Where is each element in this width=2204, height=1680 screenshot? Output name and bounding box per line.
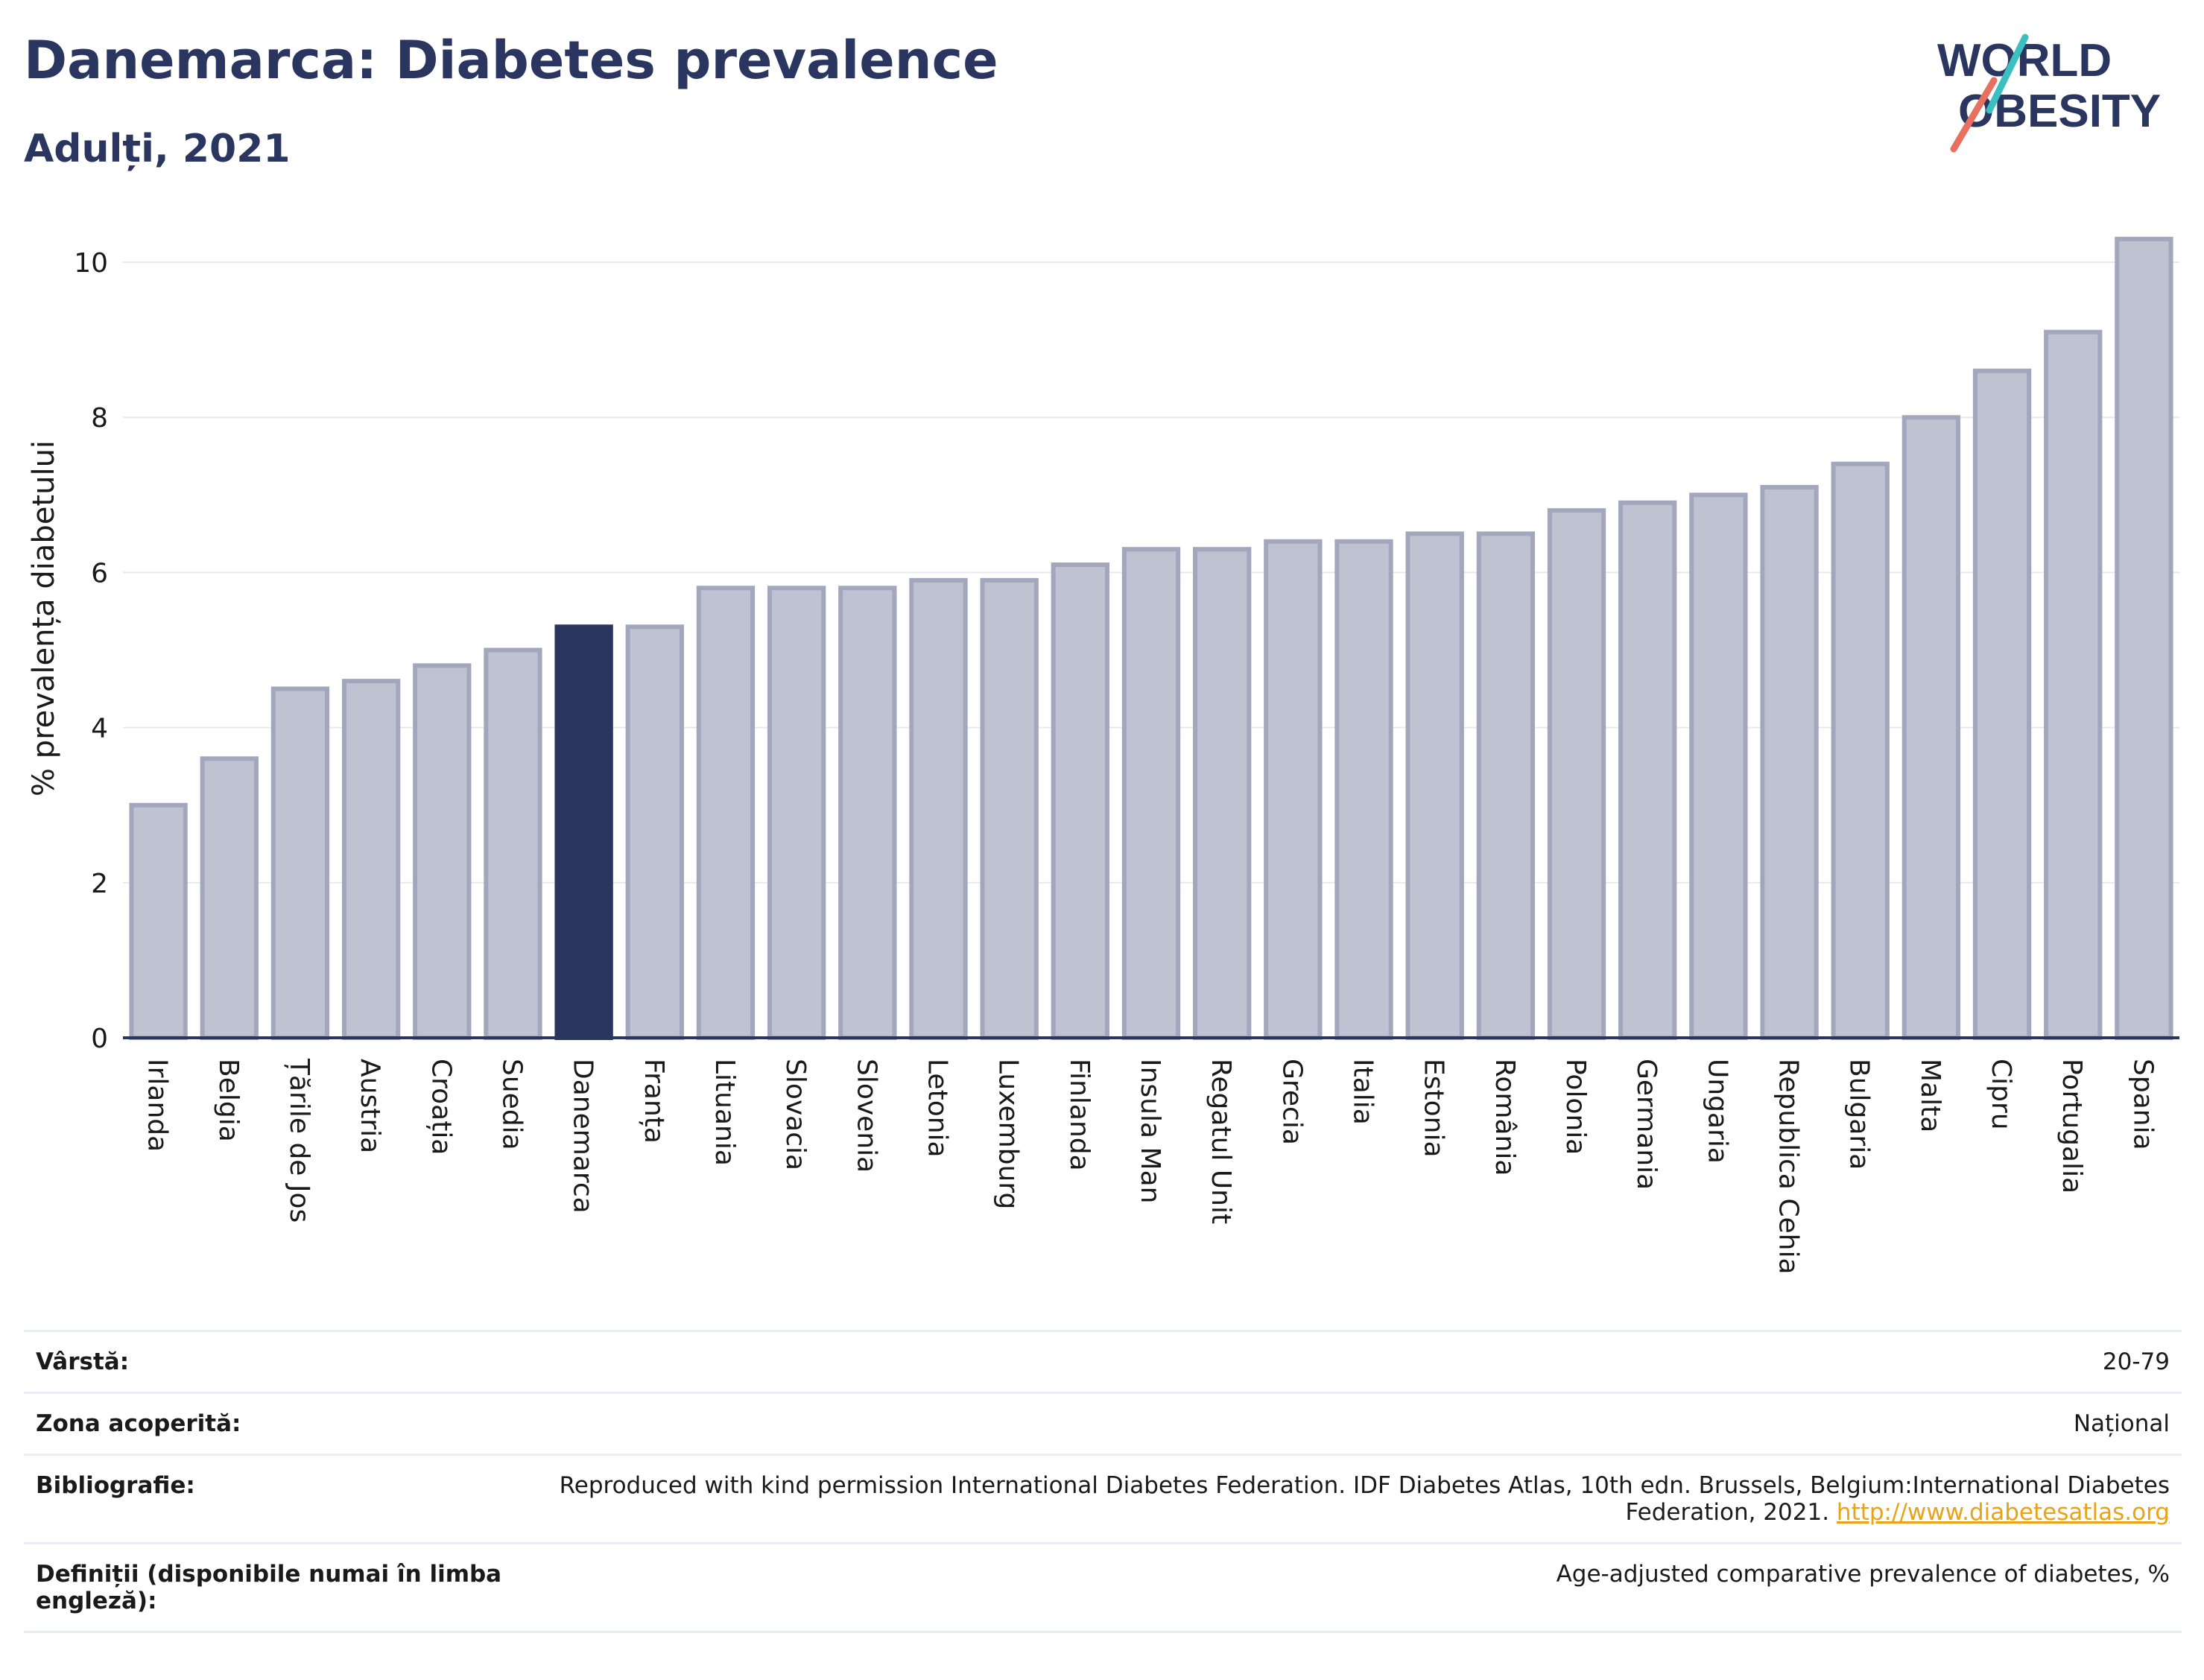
bar-irlanda[interactable] bbox=[129, 802, 188, 1040]
x-category-label: Irlanda bbox=[142, 1059, 173, 1152]
bar-polonia[interactable] bbox=[1547, 508, 1606, 1040]
bar-republica-cehia[interactable] bbox=[1760, 484, 1819, 1040]
bar-suedia[interactable] bbox=[484, 647, 542, 1040]
x-category-label: Regatul Unit bbox=[1206, 1059, 1236, 1224]
x-category-label: Portugalia bbox=[2056, 1059, 2087, 1194]
bar-portugalia[interactable] bbox=[2044, 329, 2103, 1040]
bar-germania[interactable] bbox=[1618, 500, 1677, 1040]
y-tick-label: 6 bbox=[91, 558, 108, 589]
x-category-label: Luxemburg bbox=[993, 1059, 1024, 1209]
x-category-label: Cipru bbox=[1986, 1059, 2016, 1130]
x-category-label: Malta bbox=[1915, 1059, 1945, 1132]
metadata-value: 20-79 bbox=[525, 1330, 2182, 1393]
x-category-label: Finlanda bbox=[1064, 1059, 1095, 1171]
bar-belgia[interactable] bbox=[200, 756, 259, 1040]
axes: 0 2 4 6 8 10 bbox=[74, 248, 2179, 1054]
bar-croa-ia[interactable] bbox=[413, 663, 472, 1040]
x-category-label: Franța bbox=[639, 1059, 669, 1144]
x-category-label: Polonia bbox=[1560, 1059, 1591, 1155]
logo-slash-coral bbox=[1950, 77, 1998, 153]
metadata-key: Zona acoperită: bbox=[24, 1392, 525, 1455]
metadata-key: Bibliografie: bbox=[24, 1454, 525, 1544]
x-category-label: Suedia bbox=[496, 1059, 527, 1150]
x-category-label: Austria bbox=[355, 1059, 385, 1153]
metadata-row: Vârstă: 20-79 bbox=[24, 1330, 2182, 1393]
x-category-label: Italia bbox=[1348, 1059, 1378, 1125]
bar-malta[interactable] bbox=[1901, 415, 1961, 1040]
bar-letonia[interactable] bbox=[909, 577, 968, 1040]
x-category-label: Republica Cehia bbox=[1773, 1059, 1804, 1275]
x-category-label: Letonia bbox=[922, 1059, 952, 1158]
metadata-key: Definiții (disponibile numai în limba en… bbox=[24, 1542, 525, 1633]
bar-rom-nia[interactable] bbox=[1476, 531, 1536, 1040]
x-category-label: Belgia bbox=[213, 1059, 244, 1142]
metadata-row: Definiții (disponibile numai în limba en… bbox=[24, 1542, 2182, 1633]
bar-finlanda[interactable] bbox=[1051, 562, 1109, 1040]
y-tick-label: 10 bbox=[74, 248, 108, 279]
bar-slovenia[interactable] bbox=[838, 586, 897, 1040]
x-category-label: Estonia bbox=[1419, 1059, 1449, 1158]
x-category-label: Grecia bbox=[1276, 1059, 1307, 1145]
x-category-label: Lituania bbox=[709, 1059, 740, 1166]
metadata-row: Zona acoperită: Național bbox=[24, 1392, 2182, 1455]
bar-luxemburg[interactable] bbox=[980, 577, 1039, 1040]
y-axis-title: % prevalența diabetului bbox=[27, 440, 61, 796]
bar-insula-man[interactable] bbox=[1121, 547, 1181, 1040]
bar-grecia[interactable] bbox=[1264, 539, 1323, 1040]
metadata-table: Vârstă: 20-79 Zona acoperită: Național Bibli… bbox=[24, 1330, 2182, 1633]
bar-estonia[interactable] bbox=[1405, 531, 1464, 1040]
bars bbox=[129, 236, 2173, 1041]
x-category-label: Danemarca bbox=[568, 1059, 598, 1214]
x-category-label: Germania bbox=[1631, 1059, 1662, 1190]
y-tick-label: 0 bbox=[91, 1024, 108, 1054]
bar--rile-de-jos[interactable] bbox=[270, 686, 330, 1040]
x-category-label: România bbox=[1489, 1059, 1520, 1176]
world-obesity-logo: WORLD OBESITY bbox=[1937, 34, 2161, 153]
x-category-label: Slovacia bbox=[780, 1059, 811, 1170]
page-subtitle: Adulți, 2021 bbox=[24, 127, 291, 171]
bar-bulgaria[interactable] bbox=[1831, 461, 1890, 1040]
y-tick-label: 4 bbox=[91, 714, 108, 744]
bar-italia[interactable] bbox=[1334, 539, 1393, 1040]
x-category-label: Ungaria bbox=[1702, 1059, 1732, 1164]
bar-chart: 0 2 4 6 8 10 Irlanda Belgia Țările de Jos Austri… bbox=[27, 236, 2179, 1275]
bar-austria[interactable] bbox=[341, 679, 401, 1041]
bar-lituania[interactable] bbox=[696, 586, 756, 1040]
y-tick-label: 8 bbox=[91, 403, 108, 434]
bar-spania[interactable] bbox=[2115, 236, 2173, 1040]
bar-ungaria[interactable] bbox=[1689, 492, 1748, 1040]
y-tick-label: 2 bbox=[91, 869, 108, 899]
metadata-value: Age-adjusted comparative prevalence of d… bbox=[525, 1542, 2182, 1633]
bar-cipru[interactable] bbox=[1972, 368, 2032, 1040]
bar-regatul-unit[interactable] bbox=[1193, 547, 1252, 1040]
x-category-label: Slovenia bbox=[851, 1059, 881, 1173]
logo-slash-teal bbox=[1986, 34, 2029, 114]
metadata-row: Bibliografie: Reproduced with kind permis… bbox=[24, 1454, 2182, 1544]
source-link[interactable]: http://www.diabetesatlas.org bbox=[1836, 1499, 2170, 1526]
x-category-label: Croația bbox=[425, 1059, 456, 1155]
page-title: Danemarca: Diabetes prevalence bbox=[24, 30, 998, 91]
x-category-label: Insula Man bbox=[1135, 1059, 1165, 1203]
bar-slovacia[interactable] bbox=[767, 586, 826, 1040]
x-category-label: Bulgaria bbox=[1844, 1059, 1875, 1170]
bar-danemarca[interactable] bbox=[554, 624, 613, 1040]
bar-fran-a[interactable] bbox=[625, 624, 684, 1040]
metadata-value: Reproduced with kind permission Internat… bbox=[525, 1454, 2182, 1544]
metadata-value: Național bbox=[525, 1392, 2182, 1455]
metadata-key: Vârstă: bbox=[24, 1330, 525, 1393]
x-category-label: Țările de Jos bbox=[284, 1058, 314, 1223]
category-labels: Irlanda Belgia Țările de Jos Austria Croația… bbox=[142, 1058, 2159, 1275]
x-category-label: Spania bbox=[2127, 1059, 2158, 1150]
